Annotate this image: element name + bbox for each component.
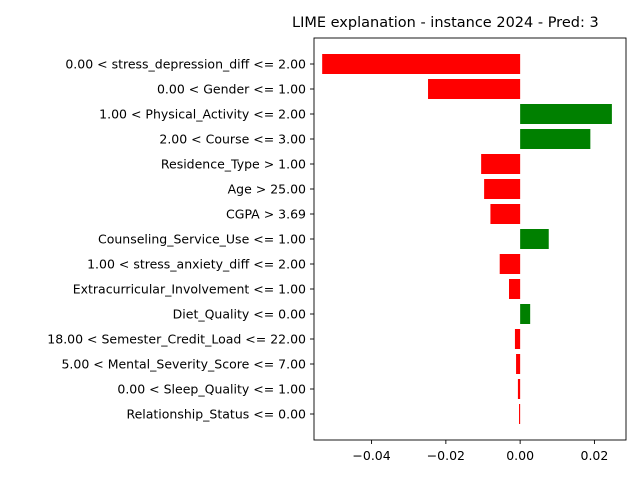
bar-11 — [514, 329, 521, 349]
bar-1 — [428, 79, 521, 99]
y-tick-label: Age > 25.00 — [228, 182, 306, 197]
y-tick-labels: 0.00 < stress_depression_diff <= 2.00 0.0… — [47, 57, 314, 422]
y-tick-label: 0.00 < Gender <= 1.00 — [157, 82, 306, 97]
bar-7 — [520, 229, 549, 249]
bar-5 — [484, 179, 521, 199]
y-tick-label: Relationship_Status <= 0.00 — [126, 407, 306, 422]
y-tick-label: 2.00 < Course <= 3.00 — [159, 132, 306, 147]
x-axis-ticks: −0.04 −0.02 0.00 0.02 — [352, 440, 608, 463]
y-tick-label: 0.00 < Sleep_Quality <= 1.00 — [117, 382, 306, 397]
y-tick-label: Extracurricular_Involvement <= 1.00 — [73, 282, 306, 297]
bar-6 — [490, 204, 521, 224]
y-tick-label: Diet_Quality <= 0.00 — [173, 307, 306, 322]
bar-2 — [520, 104, 612, 124]
bars-layer — [322, 54, 612, 424]
y-tick-label: Residence_Type > 1.00 — [161, 157, 306, 172]
y-tick-label: Counseling_Service_Use <= 1.00 — [98, 232, 306, 247]
bar-4 — [481, 154, 521, 174]
bar-9 — [509, 279, 521, 299]
plot-frame — [313, 37, 627, 441]
bar-14 — [519, 404, 521, 424]
y-tick-label: 1.00 < stress_anxiety_diff <= 2.00 — [87, 257, 306, 272]
x-tick-label: 0.02 — [581, 448, 609, 463]
x-tick-label: 0.00 — [506, 448, 534, 463]
y-tick-label: 0.00 < stress_depression_diff <= 2.00 — [65, 57, 306, 72]
bar-8 — [499, 254, 521, 274]
x-tick-label: −0.04 — [352, 448, 390, 463]
chart-title: LIME explanation - instance 2024 - Pred:… — [292, 15, 599, 31]
y-tick-label: 1.00 < Physical_Activity <= 2.00 — [99, 107, 306, 122]
y-tick-label: 18.00 < Semester_Credit_Load <= 22.00 — [47, 332, 306, 347]
bar-13 — [517, 379, 521, 399]
y-tick-label: CGPA > 3.69 — [226, 207, 306, 222]
x-tick-label: −0.02 — [427, 448, 465, 463]
bar-3 — [520, 129, 591, 149]
bar-12 — [516, 354, 521, 374]
bar-0 — [322, 54, 521, 74]
y-tick-label: 5.00 < Mental_Severity_Score <= 7.00 — [61, 357, 306, 372]
bar-10 — [520, 304, 531, 324]
